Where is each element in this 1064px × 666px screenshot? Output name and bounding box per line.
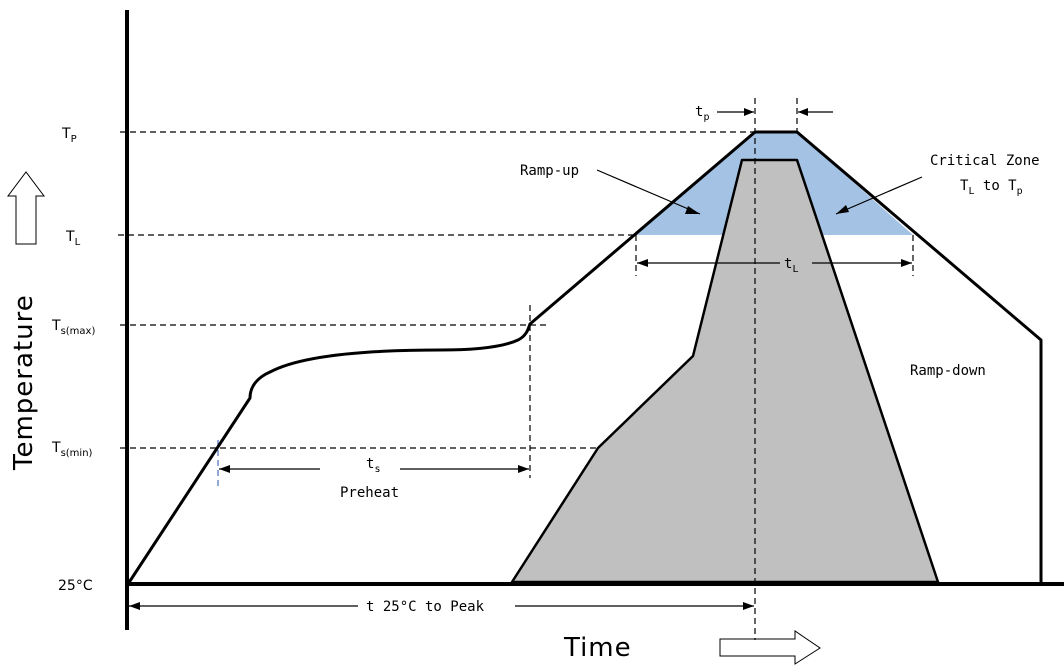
critical-zone-pointer-head bbox=[836, 205, 849, 214]
x-axis-title: Time bbox=[563, 633, 632, 663]
temperature-up-arrow-icon bbox=[7, 171, 45, 245]
tl-width-label: tL bbox=[784, 256, 798, 275]
base-temperature-label: 25°C bbox=[58, 578, 93, 594]
tp-level-label: TP bbox=[61, 126, 77, 145]
ts-arrowhead-right bbox=[518, 465, 529, 473]
outer-profile-curve bbox=[126, 130, 1043, 585]
ramp-down-label: Ramp-down bbox=[910, 363, 986, 379]
tsmax-level-label: Ts(max) bbox=[51, 318, 95, 337]
preheat-label: Preheat bbox=[340, 485, 399, 501]
critical-zone-range-label: TL to Tp bbox=[960, 178, 1023, 197]
critical-zone-pointer bbox=[835, 176, 923, 215]
tp-width-label: tp bbox=[695, 104, 709, 123]
ts-width-label: ts bbox=[366, 456, 380, 475]
tp-arrowhead-left bbox=[744, 108, 754, 116]
tsmin-level-label: Ts(min) bbox=[51, 440, 93, 459]
time-right-arrow-icon bbox=[719, 630, 821, 665]
ttp-arrowhead-right bbox=[743, 602, 754, 610]
ramp-up-label: Ramp-up bbox=[520, 163, 579, 179]
tl-level-label: TL bbox=[65, 229, 81, 248]
tl-arrowhead-left bbox=[637, 259, 648, 267]
ttp-arrowhead-left bbox=[129, 602, 140, 610]
tp-arrowhead-right bbox=[798, 108, 808, 116]
y-axis-title: Temperature bbox=[9, 294, 39, 471]
ramp-up-pointer bbox=[596, 169, 701, 215]
time-to-peak-label: t 25°C to Peak bbox=[366, 599, 485, 615]
tl-arrowhead-right bbox=[901, 259, 912, 267]
ts-arrowhead-left bbox=[219, 465, 230, 473]
critical-zone-label: Critical Zone bbox=[930, 153, 1040, 169]
ramp-up-pointer-head bbox=[685, 206, 700, 214]
